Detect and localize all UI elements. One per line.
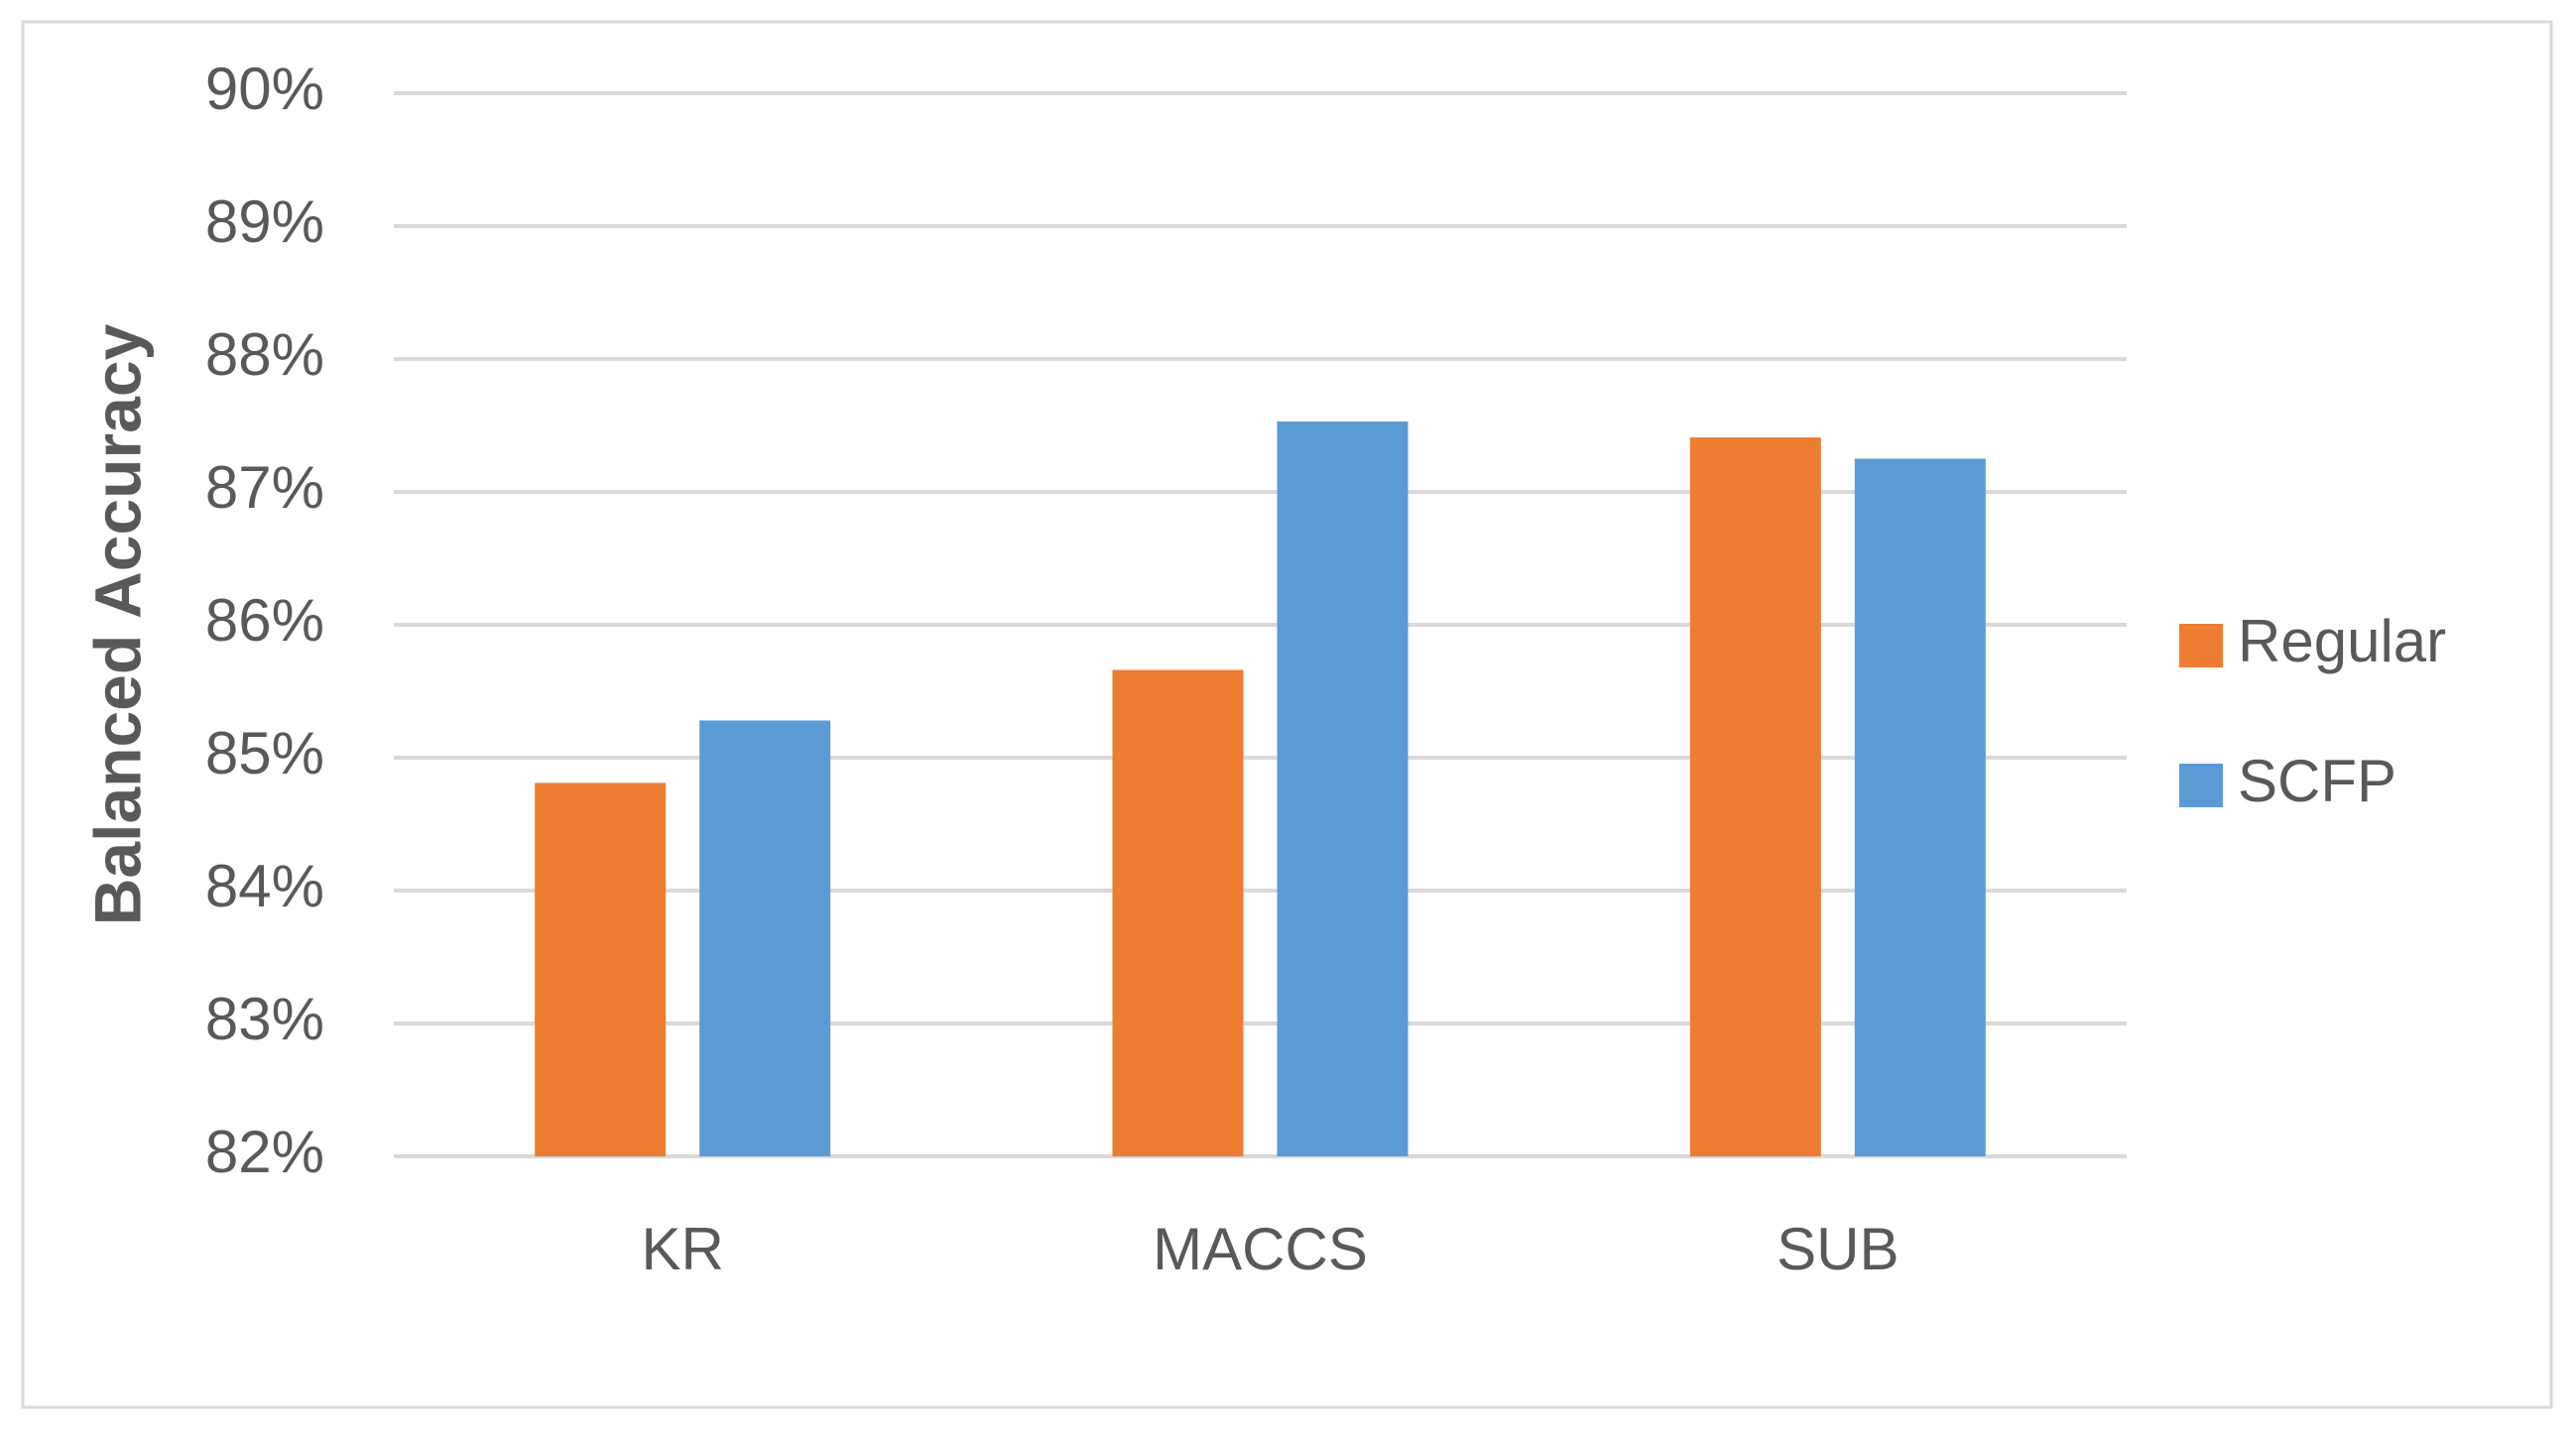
bar (699, 720, 831, 1156)
y-tick-label: 89% (205, 188, 324, 255)
y-tick-label: 83% (205, 986, 324, 1052)
y-tick-label: 86% (205, 587, 324, 654)
legend-label: Regular (2238, 608, 2446, 674)
y-axis-title: Balanced Accuracy (80, 323, 154, 925)
bar (1689, 437, 1821, 1156)
x-tick-label: KR (641, 1216, 723, 1282)
y-tick-label: 84% (205, 853, 324, 919)
bar (535, 782, 667, 1156)
y-tick-label: 82% (205, 1119, 324, 1185)
y-tick-label: 85% (205, 720, 324, 786)
x-tick-label: MACCS (1153, 1216, 1368, 1282)
x-tick-label: SUB (1777, 1216, 1899, 1282)
y-tick-label: 90% (205, 56, 324, 122)
legend-swatch (2179, 624, 2223, 667)
legend-label: SCFP (2238, 748, 2396, 814)
legend-swatch (2179, 764, 2223, 807)
y-tick-label: 88% (205, 321, 324, 388)
bar (1277, 420, 1409, 1157)
bar (1112, 669, 1244, 1156)
bar (1854, 458, 1986, 1156)
y-tick-label: 87% (205, 454, 324, 521)
